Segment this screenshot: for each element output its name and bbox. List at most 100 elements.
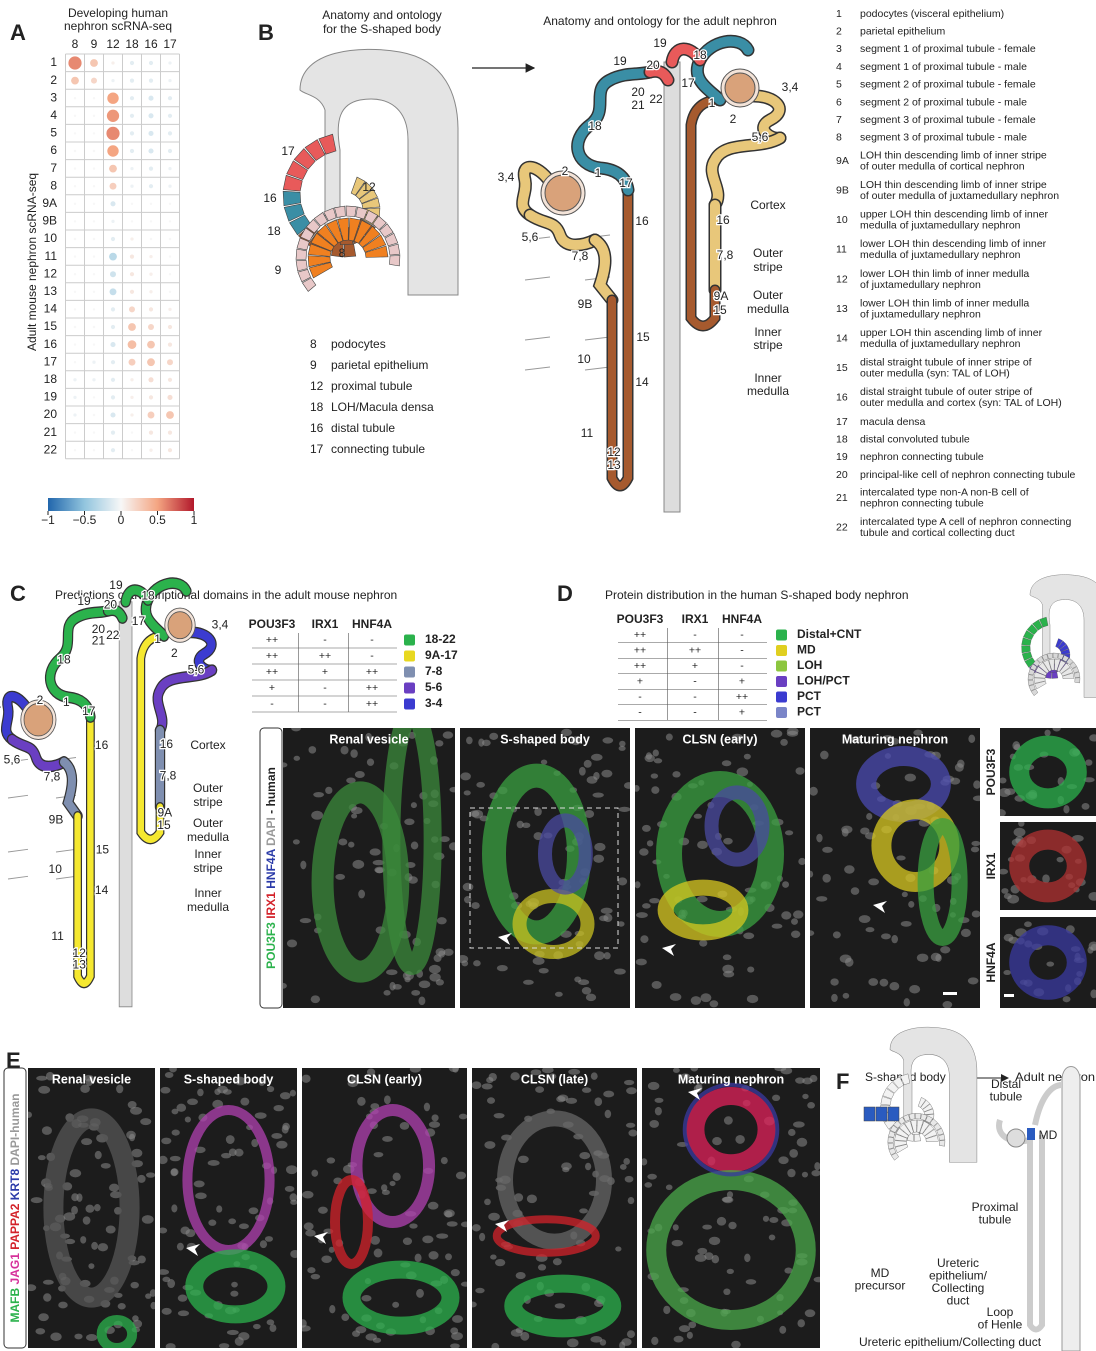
row-label: 9A <box>42 196 57 210</box>
nucleus <box>973 780 981 789</box>
nucleus <box>26 1284 37 1291</box>
legend-label: LOH/PCT <box>797 674 850 688</box>
zone-dash <box>525 277 550 280</box>
diagram-label: 16 <box>716 213 730 227</box>
zone-label: Inner <box>194 886 221 900</box>
nucleus <box>690 1065 698 1072</box>
diagram-label: 2 <box>730 112 737 126</box>
dot <box>130 114 134 118</box>
panel-letter: F <box>836 1069 849 1094</box>
legend-label: of juxtamedullary nephron <box>860 308 981 320</box>
zone-label: medulla <box>187 830 229 844</box>
nucleus <box>38 1313 49 1321</box>
zone-label: Outer <box>753 288 783 302</box>
sshaped-diagram <box>283 49 458 295</box>
table-cell: - <box>370 634 374 646</box>
nucleus <box>904 998 910 1006</box>
nucleus <box>968 735 975 743</box>
diagram-label: 1 <box>709 96 716 110</box>
panel-title: Anatomy and ontology for the adult nephr… <box>543 14 777 28</box>
nucleus <box>437 917 447 924</box>
table-header: IRX1 <box>312 617 339 631</box>
row-label: 21 <box>44 425 58 439</box>
stain-channel: HNF4A <box>264 848 278 888</box>
nucleus <box>424 1103 430 1112</box>
dot <box>128 340 137 349</box>
nucleus <box>341 746 349 755</box>
md-precursor-cell <box>864 1107 875 1121</box>
nucleus <box>644 1182 652 1188</box>
micrograph-content <box>279 714 459 1008</box>
nucleus <box>429 1121 440 1128</box>
row-label: 2 <box>50 73 57 87</box>
nucleus <box>403 1238 412 1245</box>
legend-label: outer medulla (syn: TAL of LOH) <box>860 368 1010 380</box>
nucleus <box>429 973 440 982</box>
glomerulus <box>168 612 192 639</box>
nucleus <box>516 1272 526 1279</box>
nucleus <box>769 1234 776 1240</box>
dot <box>111 307 115 311</box>
column-label: 16 <box>144 37 158 51</box>
nucleus <box>744 1254 750 1263</box>
nucleus <box>604 952 611 959</box>
nucleus <box>539 968 549 973</box>
dot <box>93 220 95 222</box>
nucleus <box>239 1223 249 1229</box>
tick-label: 1 <box>191 513 198 527</box>
legend-number: 11 <box>836 244 847 256</box>
row-label: 1 <box>50 55 57 69</box>
y-axis-label: Adult mouse nephron scRNA-seq <box>25 173 39 351</box>
nucleus <box>238 1332 249 1340</box>
dot <box>169 273 171 275</box>
nucleus <box>866 813 872 820</box>
nucleus <box>311 995 320 1003</box>
legend-label: tubule and cortical collecting duct <box>860 527 1015 539</box>
dot <box>148 148 153 153</box>
dot <box>92 361 95 364</box>
nucleus <box>955 763 964 771</box>
nucleus <box>482 1083 493 1089</box>
zone-label: Inner <box>194 847 221 861</box>
nucleus <box>456 1172 466 1180</box>
sshaped-diagram-small <box>1022 575 1096 698</box>
diagram-label: 5,6 <box>752 130 769 144</box>
table-cell: ++ <box>366 682 378 694</box>
micrograph-content <box>457 728 634 1008</box>
image-label: CLSN (early) <box>682 732 757 746</box>
dot <box>130 149 134 153</box>
nucleus <box>771 730 782 738</box>
dot <box>168 378 172 382</box>
nucleus <box>495 1259 505 1266</box>
nucleus <box>582 987 591 994</box>
row-label: 20 <box>44 407 58 421</box>
legend-label: proximal tubule <box>331 379 413 393</box>
nucleus <box>358 890 365 899</box>
dot <box>93 396 95 398</box>
panel-title: Protein distribution in the human S-shap… <box>605 588 909 602</box>
nucleus <box>816 834 822 843</box>
nucleus <box>497 965 508 971</box>
nucleus <box>373 1338 381 1343</box>
diagram-label: 18 <box>267 224 281 238</box>
diagram-label: 16 <box>160 737 174 751</box>
nucleus <box>470 810 480 817</box>
nucleus <box>50 1332 61 1341</box>
zone-dash <box>56 849 76 852</box>
nucleus <box>318 1207 328 1214</box>
nucleus <box>510 1072 519 1080</box>
nucleus <box>490 1254 497 1259</box>
legend-swatch <box>776 692 787 703</box>
nucleus <box>145 1293 151 1299</box>
nucleus <box>851 887 860 895</box>
column-label: 9 <box>91 37 98 51</box>
nucleus <box>634 881 640 888</box>
nucleus <box>302 1191 313 1199</box>
nucleus <box>464 790 471 795</box>
nucleus <box>943 1001 953 1008</box>
nucleus <box>527 1194 537 1203</box>
nucleus <box>579 767 586 776</box>
nucleus <box>58 1302 68 1309</box>
dot <box>168 167 171 170</box>
panel-letter: B <box>258 20 274 45</box>
